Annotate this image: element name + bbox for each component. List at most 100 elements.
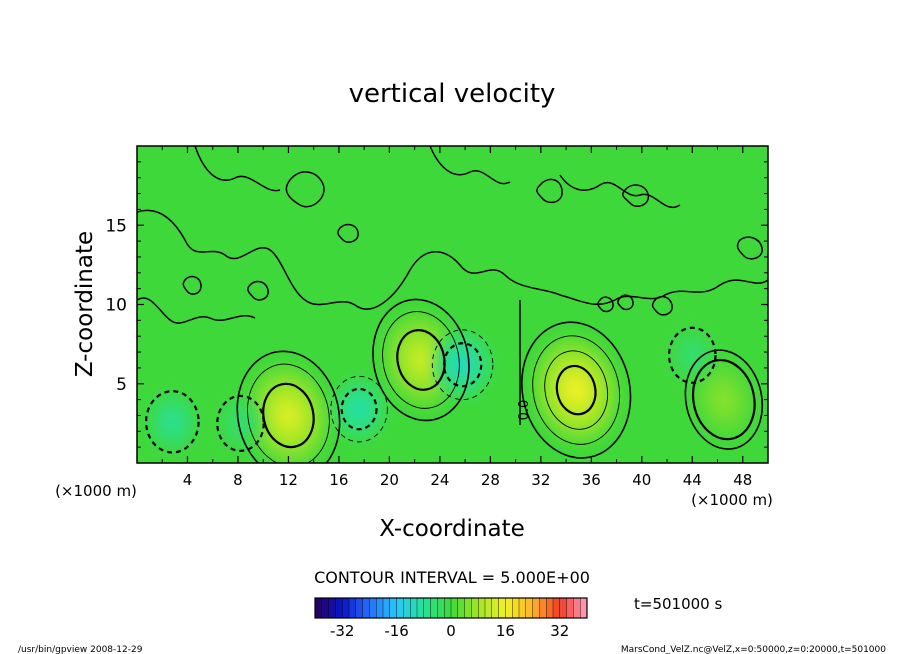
contour-interval: CONTOUR INTERVAL = 5.000E+00: [314, 568, 590, 587]
y-axis-ticks: 5 10 15: [105, 161, 768, 448]
colorbar-segment: [512, 597, 520, 619]
colorbar-tick-label: 32: [550, 622, 569, 640]
colorbar-segment: [552, 597, 561, 619]
colorbar-segment: [423, 597, 432, 619]
x-tick-label: 24: [430, 471, 449, 489]
feature-fill: [413, 350, 429, 370]
colorbar-segment: [450, 597, 459, 619]
time-label: t=501000 s: [634, 595, 722, 613]
colorbar-segment: [437, 597, 445, 619]
colorbar-segment: [580, 597, 588, 619]
colorbar-segment: [546, 597, 554, 619]
feature-fill: [353, 402, 365, 416]
colorbar-segment: [396, 597, 404, 619]
x-tick-label: 4: [183, 471, 193, 489]
x-tick-label: 8: [233, 471, 243, 489]
colorbar-segment: [342, 597, 350, 619]
colorbar-segment: [478, 597, 486, 619]
contour-zero-label: 0.0: [517, 400, 532, 421]
colorbar-segment: [389, 597, 398, 619]
zero-contour: [372, 298, 470, 422]
negative-contour: [667, 326, 717, 384]
positive-contour: [691, 358, 756, 441]
colorbar-segment: [525, 597, 534, 619]
positive-contour: [382, 311, 460, 409]
colorbar-segment: [314, 597, 323, 619]
colorbar-segment: [348, 597, 357, 619]
irregular-upper-contours: [137, 146, 768, 425]
colorbar-tick-label: 16: [496, 622, 515, 640]
contour-lines: [144, 298, 764, 463]
y-tick-label: 10: [105, 296, 127, 316]
colorbar-segment: [430, 597, 438, 619]
feature-fill: [567, 379, 585, 401]
colorbar-segment: [573, 597, 581, 619]
footer-left: /usr/bin/gpview 2008-12-29: [18, 645, 143, 654]
negative-contour: [144, 390, 200, 454]
plot-area: [137, 146, 768, 463]
colorbar-segment: [471, 597, 479, 619]
zero-contour: [684, 349, 764, 450]
colorbar-segment: [566, 597, 574, 619]
colorbar-segment: [355, 597, 364, 619]
x-axis-ticks: 4 8 12 16 20 24 28 32 36 40 44 48: [161, 146, 752, 489]
colorbar-ticks: -32 -16 0 16 32: [330, 622, 569, 640]
colorbar-segment: [491, 597, 500, 619]
chart-title: vertical velocity: [349, 79, 556, 109]
colorbar-segment: [321, 597, 330, 619]
colorbar-segment: [416, 597, 425, 619]
x-axis-label: X-coordinate: [379, 516, 525, 542]
colorbar-segment: [539, 597, 547, 619]
zero-contour: [521, 321, 632, 459]
negative-contour: [340, 387, 378, 431]
colorbar-segment: [457, 597, 466, 619]
feature-fill: [167, 415, 178, 428]
y-tick-label: 15: [105, 216, 127, 236]
positive-contour: [555, 364, 597, 416]
y-tick-label: 5: [116, 375, 127, 395]
x-tick-label: 36: [582, 471, 601, 489]
zero-contour: [236, 350, 341, 463]
colorbar-segment: [464, 597, 472, 619]
colorbar-segment: [484, 597, 493, 619]
negative-contour: [330, 375, 388, 443]
feature-fill: [717, 391, 730, 408]
feature-fill: [456, 357, 469, 372]
positive-contour: [247, 363, 330, 463]
colorbar: [314, 597, 588, 619]
negative-contour: [216, 394, 265, 452]
colorbar-tick-label: -16: [384, 622, 409, 640]
colorbar-segment: [505, 597, 513, 619]
colorbar-segment: [376, 597, 384, 619]
y-axis-label: Z-coordinate: [72, 231, 98, 377]
x-tick-label: 12: [279, 471, 298, 489]
x-tick-label: 28: [481, 471, 500, 489]
x-tick-label: 48: [733, 471, 752, 489]
colorbar-segment: [559, 597, 568, 619]
positive-contour: [532, 335, 621, 445]
colorbar-segment: [328, 597, 336, 619]
x-tick-label: 16: [329, 471, 348, 489]
x-tick-label: 44: [683, 471, 702, 489]
colorbar-frame: [314, 597, 588, 619]
colorbar-segment: [369, 597, 377, 619]
colorbar-segment: [518, 597, 527, 619]
colorbar-segment: [532, 597, 540, 619]
positive-contour: [396, 329, 446, 391]
feature-fill: [280, 405, 297, 426]
negative-contour: [431, 329, 494, 401]
colorbar-tick-label: -32: [330, 622, 355, 640]
colorbar-segment: [382, 597, 391, 619]
colorbar-tick-label: 0: [446, 622, 456, 640]
feature-fill: [687, 349, 697, 361]
x-tick-label: 32: [531, 471, 550, 489]
x-unit-right: (×1000 m): [691, 491, 773, 509]
colorbar-segment: [498, 597, 506, 619]
x-tick-label: 40: [632, 471, 651, 489]
footer-right: MarsCond_VelZ.nc@VelZ,x=0:50000,z=0:2000…: [621, 645, 886, 654]
colorbar-segment: [403, 597, 411, 619]
positive-contour: [544, 350, 609, 430]
x-tick-label: 20: [380, 471, 399, 489]
negative-contour: [442, 342, 483, 388]
